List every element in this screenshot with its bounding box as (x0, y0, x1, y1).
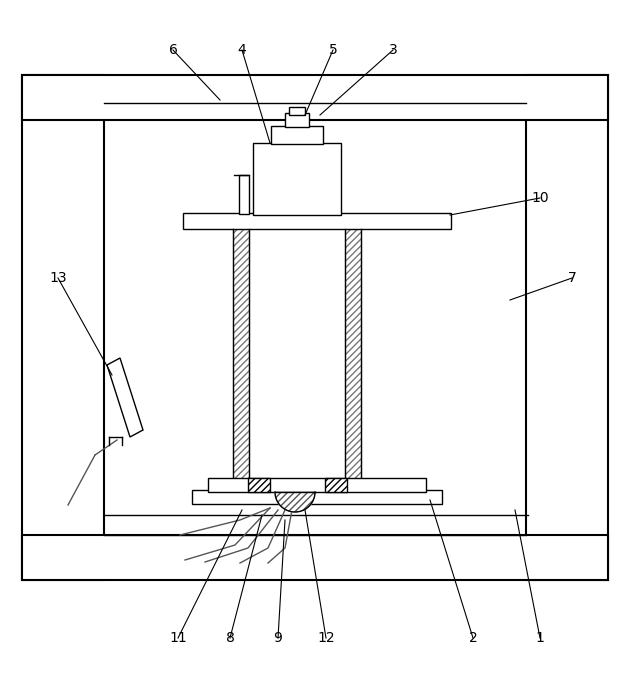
Text: 9: 9 (273, 631, 282, 645)
Text: 7: 7 (568, 271, 576, 285)
Polygon shape (275, 492, 315, 512)
Text: 6: 6 (169, 43, 178, 57)
Bar (233, 229, 249, 499)
Bar (526, 75, 608, 580)
Text: 10: 10 (531, 191, 549, 205)
Text: 11: 11 (169, 631, 187, 645)
Bar (289, 107, 305, 115)
Text: 12: 12 (317, 631, 335, 645)
Bar (22, 75, 104, 580)
Bar (192, 490, 442, 504)
Text: 5: 5 (329, 43, 338, 57)
Bar (253, 143, 341, 215)
Bar (22, 75, 608, 120)
Text: 8: 8 (226, 631, 234, 645)
Text: 2: 2 (469, 631, 478, 645)
Bar (22, 535, 608, 580)
Bar (248, 478, 270, 492)
Polygon shape (107, 358, 143, 437)
Bar (325, 478, 347, 492)
Text: 1: 1 (536, 631, 544, 645)
Bar (208, 478, 426, 492)
Bar (239, 175, 249, 214)
Bar (271, 126, 323, 144)
Bar (285, 113, 309, 127)
Bar (345, 229, 361, 499)
Bar (183, 213, 451, 229)
Text: 3: 3 (389, 43, 398, 57)
Text: 13: 13 (49, 271, 67, 285)
Text: 4: 4 (238, 43, 246, 57)
